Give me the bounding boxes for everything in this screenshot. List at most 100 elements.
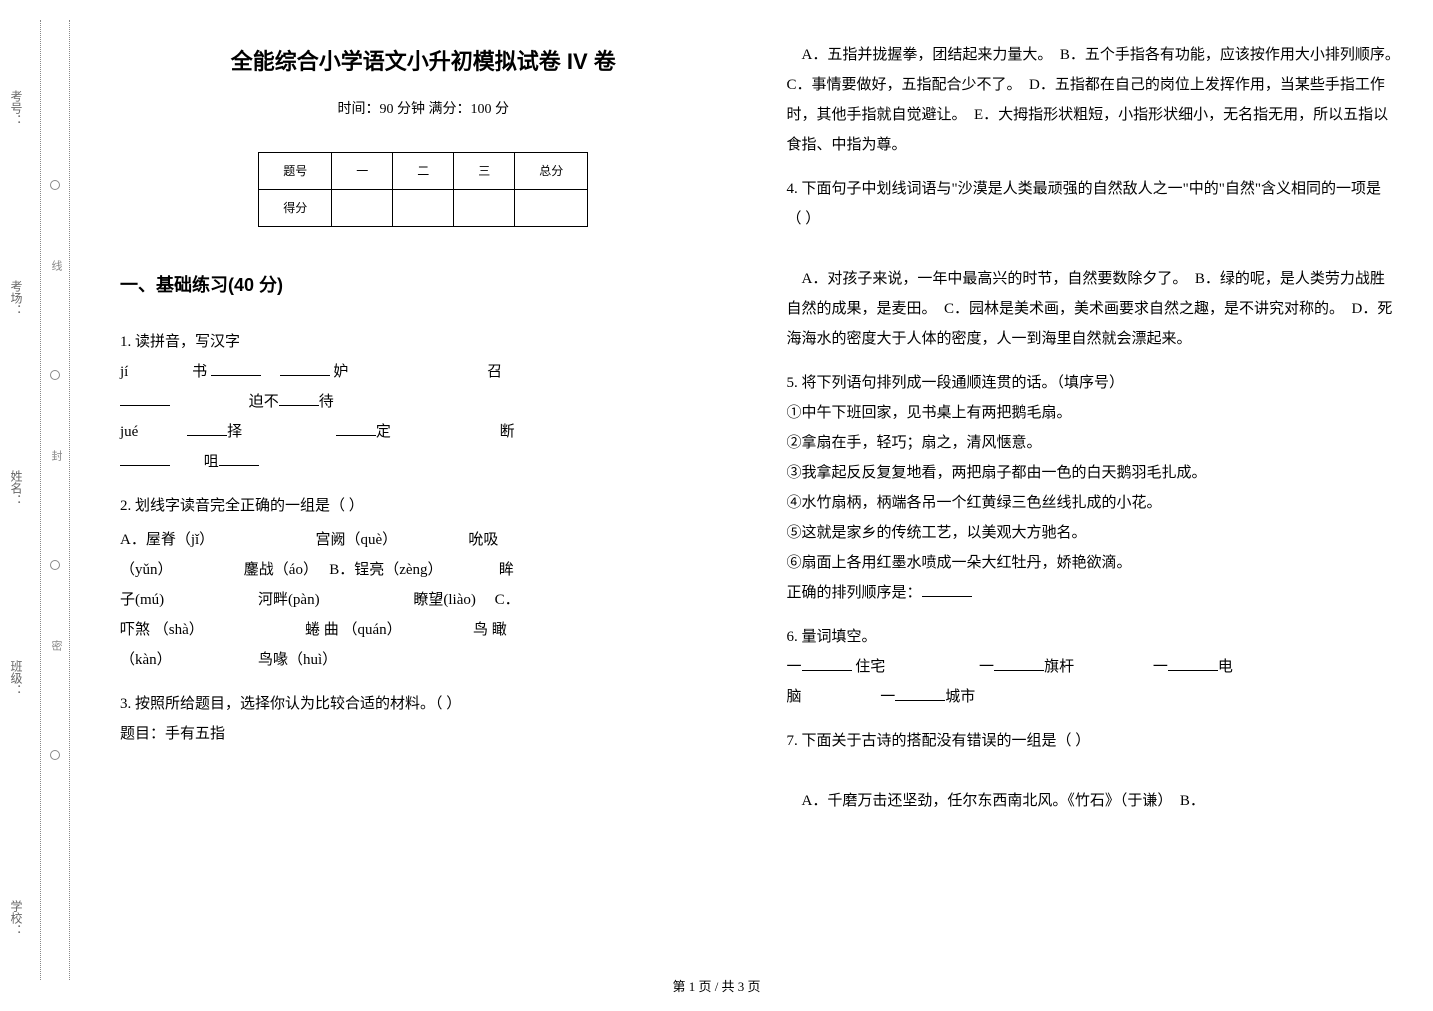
answer-blank[interactable] [994, 656, 1044, 671]
q2-opt: 鸟喙（huì） [258, 652, 337, 668]
q5-stem: 5. 将下列语句排列成一段通顺连贯的话。（填序号） [787, 368, 1394, 398]
q2-opt: 子(mú) [120, 592, 164, 608]
q6-yi: 一 [880, 689, 895, 705]
q2-opt: 宫阙（què） [315, 532, 389, 548]
q5-line: ②拿扇在手，轻巧；扇之，清风惬意。 [787, 428, 1394, 458]
score-row-label: 得分 [259, 190, 332, 227]
answer-blank[interactable] [895, 686, 945, 701]
q3-options: A．五指并拢握拳，团结起来力量大。 B．五个手指各有功能，应该按作用大小排列顺序… [787, 40, 1394, 160]
q5-line: ①中午下班回家，见书桌上有两把鹅毛扇。 [787, 398, 1394, 428]
question-1: 1. 读拼音，写汉字 jí 书 妒 召 迫不 待 jué 择 定 [120, 327, 727, 477]
q6-yi: 一 [787, 659, 802, 675]
q5-line: ⑤这就是家乡的传统工艺，以美观大方驰名。 [787, 518, 1394, 548]
q6-word: 住宅 [855, 659, 885, 675]
score-header: 总分 [515, 153, 588, 190]
binding-line-text: 线 [48, 260, 64, 274]
q6-word-part: 脑 [787, 689, 802, 705]
question-2: 2. 划线字读音完全正确的一组是（ ） A．屋脊（jǐ） 宫阙（què） 吮吸 … [120, 491, 727, 675]
score-cell[interactable] [393, 190, 454, 227]
q1-char: 断 [500, 424, 515, 440]
score-header: 二 [393, 153, 454, 190]
q2-opt: 眸 [499, 562, 514, 578]
binding-label-school: 学校： [8, 900, 25, 936]
question-6: 6. 量词填空。 一 住宅 一旗杆 一电 脑 一城市 [787, 622, 1394, 712]
answer-blank[interactable] [1168, 656, 1218, 671]
q2-opt: 鸟 瞰 [473, 622, 507, 638]
column-left: 全能综合小学语文小升初模拟试卷 IV 卷 时间：90 分钟 满分：100 分 题… [120, 40, 727, 971]
answer-blank[interactable] [280, 361, 330, 376]
binding-label-examno: 考号： [8, 90, 25, 126]
question-7: 7. 下面关于古诗的搭配没有错误的一组是（ ） A．千磨万击还坚劲，任尔东西南北… [787, 726, 1394, 816]
answer-blank[interactable] [120, 451, 170, 466]
q2-stem: 2. 划线字读音完全正确的一组是（ ） [120, 491, 727, 521]
binding-label-room: 考场： [8, 280, 25, 316]
q3-stem: 3. 按照所给题目，选择你认为比较合适的材料。（ ） [120, 689, 727, 719]
column-right: A．五指并拢握拳，团结起来力量大。 B．五个手指各有功能，应该按作用大小排列顺序… [787, 40, 1394, 971]
q6-stem: 6. 量词填空。 [787, 622, 1394, 652]
q2-opt: A．屋脊（jǐ） [120, 532, 207, 548]
q4-options: A．对孩子来说，一年中最高兴的时节，自然要数除夕了。 B．绿的呢，是人类劳力战胜… [787, 264, 1394, 354]
q6-word: 旗杆 [1044, 659, 1074, 675]
question-4: 4. 下面句子中划线词语与"沙漠是人类最顽强的自然敌人之一"中的"自然"含义相同… [787, 174, 1394, 354]
score-cell[interactable] [332, 190, 393, 227]
q5-line: ⑥扇面上各用红墨水喷成一朵大红牡丹，娇艳欲滴。 [787, 548, 1394, 578]
q1-pinyin: jí [120, 364, 128, 380]
score-cell[interactable] [454, 190, 515, 227]
q6-yi: 一 [979, 659, 994, 675]
q1-stem: 1. 读拼音，写汉字 [120, 327, 727, 357]
answer-blank[interactable] [802, 656, 852, 671]
question-5: 5. 将下列语句排列成一段通顺连贯的话。（填序号） ①中午下班回家，见书桌上有两… [787, 368, 1394, 608]
q2-opt: 吓煞 （shà） [120, 622, 196, 638]
q5-line: ③我拿起反反复复地看，两把扇子都由一色的白天鹅羽毛扎成。 [787, 458, 1394, 488]
q1-char: 迫不 [249, 394, 279, 410]
section-1-header: 一、基础练习(40 分) [120, 267, 727, 303]
q2-opt: 鏖战（áo） [244, 562, 311, 578]
q2-opt: （kàn） [120, 652, 164, 668]
binding-circle [50, 560, 60, 570]
answer-blank[interactable] [219, 451, 259, 466]
answer-blank[interactable] [279, 391, 319, 406]
q7-stem: 7. 下面关于古诗的搭配没有错误的一组是（ ） [787, 726, 1394, 756]
answer-blank[interactable] [187, 421, 227, 436]
q1-char: 召 [487, 364, 502, 380]
binding-circle [50, 180, 60, 190]
answer-blank[interactable] [120, 391, 170, 406]
q1-char: 书 [192, 364, 207, 380]
q1-char: 咀 [204, 454, 219, 470]
answer-blank[interactable] [211, 361, 261, 376]
q6-word: 城市 [945, 689, 975, 705]
table-row: 题号 一 二 三 总分 [259, 153, 588, 190]
score-header: 一 [332, 153, 393, 190]
q1-char: 定 [376, 424, 391, 440]
q2-opt: B．锃亮（zèng） [329, 562, 435, 578]
q1-char: 择 [227, 424, 242, 440]
q2-opt: 吮吸 [468, 532, 498, 548]
q7-options: A．千磨万击还坚劲，任尔东西南北风。《竹石》（于谦） B． [787, 786, 1394, 816]
q1-pinyin: jué [120, 424, 138, 440]
q2-opt: C． [495, 592, 520, 608]
binding-label-class: 班级： [8, 660, 25, 696]
score-cell[interactable] [515, 190, 588, 227]
table-row: 得分 [259, 190, 588, 227]
q1-char: 待 [319, 394, 334, 410]
answer-blank[interactable] [336, 421, 376, 436]
q2-opt: （yǔn） [120, 562, 165, 578]
binding-label-name: 姓名： [8, 470, 25, 506]
q2-opt: 瞭望(liào) [413, 592, 475, 608]
binding-seal-text: 密 [48, 640, 64, 654]
exam-subtitle: 时间：90 分钟 满分：100 分 [120, 96, 727, 124]
q5-line: ④水竹扇柄，柄端各吊一个红黄绿三色丝线扎成的小花。 [787, 488, 1394, 518]
score-table: 题号 一 二 三 总分 得分 [258, 152, 588, 227]
binding-fold-text: 封 [48, 450, 64, 464]
q6-word-part: 电 [1218, 659, 1233, 675]
question-3: 3. 按照所给题目，选择你认为比较合适的材料。（ ） 题目：手有五指 [120, 689, 727, 749]
q2-opt: 河畔(pàn) [258, 592, 320, 608]
answer-blank[interactable] [922, 582, 972, 597]
q6-yi: 一 [1153, 659, 1168, 675]
page-footer: 第 1 页 / 共 3 页 [0, 976, 1433, 995]
binding-circle [50, 370, 60, 380]
q1-char: 妒 [333, 364, 348, 380]
q5-answer-label: 正确的排列顺序是： [787, 585, 922, 601]
score-header: 三 [454, 153, 515, 190]
exam-title: 全能综合小学语文小升初模拟试卷 IV 卷 [120, 40, 727, 84]
